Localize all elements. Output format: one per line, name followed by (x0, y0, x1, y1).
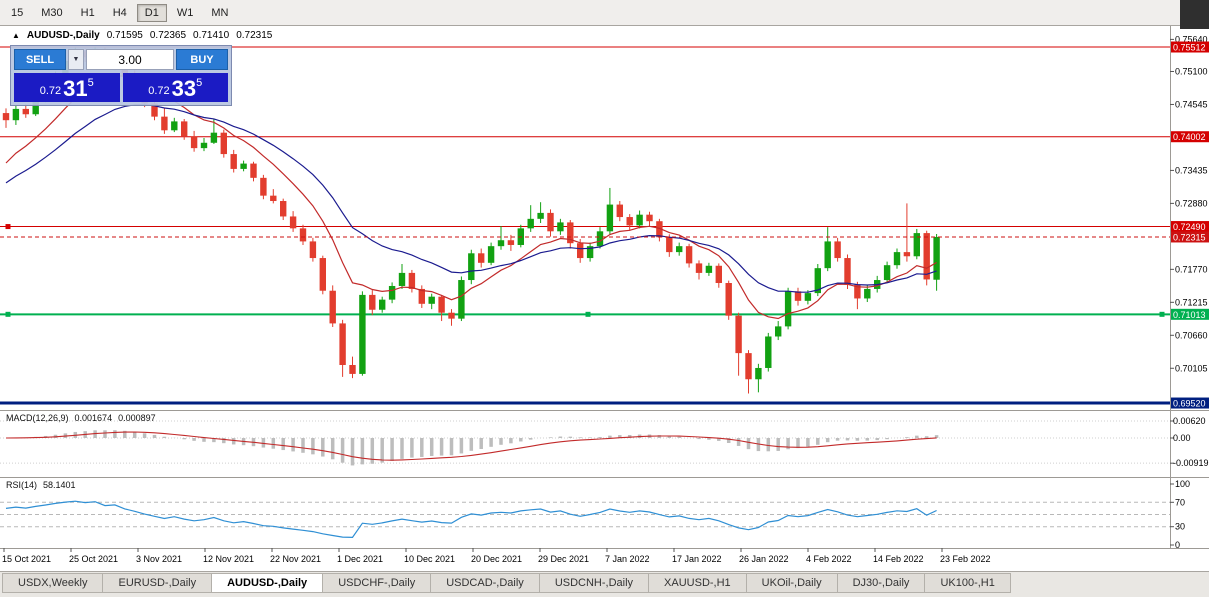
one-click-price-row: 0.72 31 5 0.72 33 5 (14, 73, 228, 102)
svg-text:17 Jan 2022: 17 Jan 2022 (672, 554, 722, 564)
chart-symbol-label: AUDUSD-,Daily (26, 30, 100, 41)
svg-text:0.69520: 0.69520 (1173, 399, 1206, 409)
one-click-order-row: SELL ▼ BUY (14, 49, 228, 70)
chart-frame (0, 26, 1209, 549)
timeframe-mn-button[interactable]: MN (203, 4, 236, 22)
svg-text:-0.00919: -0.00919 (1173, 458, 1209, 468)
macd-indicator-label: MACD(12,26,9) 0.001674 0.000897 (6, 413, 156, 423)
date-axis: 15 Oct 2021 25 Oct 2021 3 Nov 2021 12 Nov 2… (2, 548, 991, 564)
current-price-marker: 0.72315 (0, 231, 1209, 243)
svg-text:0.73435: 0.73435 (1175, 165, 1208, 175)
tab-uk100-h1[interactable]: UK100-,H1 (924, 573, 1011, 593)
svg-text:1 Dec 2021: 1 Dec 2021 (337, 554, 383, 564)
timeframe-toolbar: 15 M30 H1 H4 D1 W1 MN (0, 0, 1209, 26)
macd-main-value: 0.001674 (74, 413, 113, 423)
svg-text:0.75100: 0.75100 (1175, 66, 1208, 76)
ask-price-pipette: 5 (196, 77, 203, 89)
svg-text:12 Nov 2021: 12 Nov 2021 (203, 554, 254, 564)
svg-text:10 Dec 2021: 10 Dec 2021 (404, 554, 455, 564)
tab-usdx-weekly[interactable]: USDX,Weekly (2, 573, 104, 593)
svg-text:0.00620: 0.00620 (1173, 416, 1206, 426)
sell-button[interactable]: SELL (14, 49, 66, 70)
rsi-pane: 100 70 30 0 (0, 479, 1190, 550)
svg-text:0.75640: 0.75640 (1175, 34, 1208, 44)
svg-text:14 Feb 2022: 14 Feb 2022 (873, 554, 924, 564)
svg-text:70: 70 (1175, 497, 1185, 507)
tab-dj30-daily[interactable]: DJ30-,Daily (836, 573, 926, 593)
ohlc-close: 0.72315 (236, 30, 273, 41)
ask-price-prefix: 0.72 (148, 85, 170, 97)
svg-text:20 Dec 2021: 20 Dec 2021 (471, 554, 522, 564)
timeframe-h4-button[interactable]: H4 (105, 4, 135, 22)
chevron-down-icon: ▼ (72, 56, 80, 63)
bid-price-pipette: 5 (87, 77, 94, 89)
svg-text:0.72315: 0.72315 (1173, 232, 1206, 242)
timeframe-m30-button[interactable]: M30 (33, 4, 70, 22)
svg-text:0.72490: 0.72490 (1173, 222, 1206, 232)
rsi-value: 58.1401 (43, 480, 76, 490)
svg-text:0.70105: 0.70105 (1175, 363, 1208, 373)
svg-text:0.71013: 0.71013 (1173, 310, 1206, 320)
chart-title-row: ▲ AUDUSD-,Daily 0.71595 0.72365 0.71410 … (12, 30, 272, 41)
rsi-title: RSI(14) (6, 480, 38, 490)
price-axis: 0.75640 0.75100 0.74545 0.73435 0.72880 0.717… (1170, 34, 1209, 409)
rsi-indicator-label: RSI(14) 58.1401 (6, 480, 76, 490)
svg-text:0.74545: 0.74545 (1175, 99, 1208, 109)
ohlc-low: 0.71410 (193, 30, 230, 41)
svg-text:0.72880: 0.72880 (1175, 198, 1208, 208)
volume-dropdown-button[interactable]: ▼ (68, 49, 84, 70)
tab-eurusd-daily[interactable]: EURUSD-,Daily (102, 573, 213, 593)
svg-text:4 Feb 2022: 4 Feb 2022 (806, 554, 852, 564)
horizontal-lines-layer[interactable] (0, 46, 1170, 405)
timeframe-w1-button[interactable]: W1 (169, 4, 202, 22)
timeframe-15-button[interactable]: 15 (3, 4, 31, 22)
svg-text:15 Oct 2021: 15 Oct 2021 (2, 554, 51, 564)
buy-button[interactable]: BUY (176, 49, 228, 70)
svg-text:100: 100 (1175, 479, 1190, 489)
volume-input[interactable] (86, 49, 174, 70)
svg-text:29 Dec 2021: 29 Dec 2021 (538, 554, 589, 564)
ask-price-big-digits: 33 (171, 76, 197, 102)
svg-text:0.75512: 0.75512 (1173, 43, 1206, 53)
svg-text:0.00: 0.00 (1173, 433, 1191, 443)
one-click-toggle-icon[interactable]: ▲ (12, 31, 20, 40)
timeframe-h1-button[interactable]: H1 (73, 4, 103, 22)
macd-title: MACD(12,26,9) (6, 413, 69, 423)
tab-ukoil-daily[interactable]: UKOil-,Daily (745, 573, 838, 593)
ask-price[interactable]: 0.72 33 5 (122, 73, 228, 102)
svg-text:25 Oct 2021: 25 Oct 2021 (69, 554, 118, 564)
tab-audusd-daily[interactable]: AUDUSD-,Daily (211, 573, 324, 593)
timeframe-d1-button[interactable]: D1 (136, 3, 167, 22)
ohlc-open: 0.71595 (106, 30, 143, 41)
bid-price-big-digits: 31 (63, 76, 88, 102)
svg-text:0.74002: 0.74002 (1173, 132, 1206, 142)
tab-xauusd-h1[interactable]: XAUUSD-,H1 (648, 573, 747, 593)
tab-usdcad-daily[interactable]: USDCAD-,Daily (430, 573, 540, 593)
bid-price-prefix: 0.72 (39, 85, 62, 97)
svg-text:30: 30 (1175, 522, 1185, 532)
chart-tabs-bar: USDX,Weekly EURUSD-,Daily AUDUSD-,Daily USD… (0, 571, 1209, 597)
tab-usdcnh-daily[interactable]: USDCNH-,Daily (538, 573, 650, 593)
svg-text:0: 0 (1175, 540, 1180, 550)
svg-text:0.71215: 0.71215 (1175, 297, 1208, 307)
bid-price[interactable]: 0.72 31 5 (14, 73, 120, 102)
svg-text:7 Jan 2022: 7 Jan 2022 (605, 554, 650, 564)
svg-text:0.70660: 0.70660 (1175, 330, 1208, 340)
tab-usdchf-daily[interactable]: USDCHF-,Daily (322, 573, 432, 593)
macd-signal-value: 0.000897 (118, 413, 156, 423)
svg-text:0.71770: 0.71770 (1175, 264, 1208, 274)
ohlc-high: 0.72365 (149, 30, 187, 41)
svg-text:3 Nov 2021: 3 Nov 2021 (136, 554, 182, 564)
svg-text:26 Jan 2022: 26 Jan 2022 (739, 554, 789, 564)
svg-text:22 Nov 2021: 22 Nov 2021 (270, 554, 321, 564)
window-corner (1180, 0, 1209, 29)
macd-pane: 0.00620 0.00 -0.00919 (0, 416, 1209, 468)
svg-text:23 Feb 2022: 23 Feb 2022 (940, 554, 991, 564)
